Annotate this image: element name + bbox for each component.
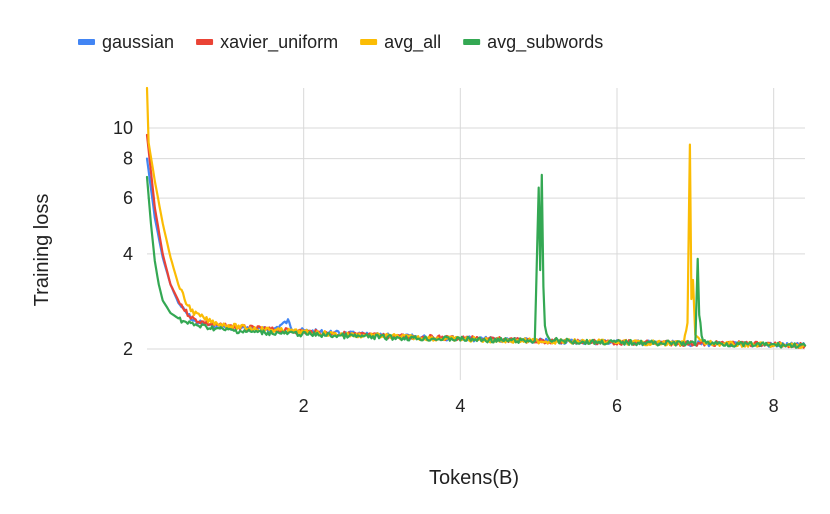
series-line-xavier_uniform — [145, 133, 807, 349]
legend-label: avg_all — [384, 32, 441, 53]
series-layer — [145, 86, 807, 349]
legend-item-gaussian: gaussian — [78, 32, 174, 52]
legend-item-avg_all: avg_all — [360, 32, 441, 53]
x-axis-title: Tokens(B) — [429, 467, 519, 489]
legend-swatch — [463, 39, 481, 45]
series-line-gaussian — [145, 157, 807, 348]
x-tick-label: 8 — [769, 396, 779, 416]
legend-item-avg_subwords: avg_subwords — [463, 32, 603, 53]
y-tick-label: 2 — [123, 339, 133, 359]
x-tick-label: 4 — [455, 396, 465, 416]
legend-label: avg_subwords — [487, 32, 603, 53]
series-line-avg_subwords — [145, 173, 807, 349]
x-tick-label: 2 — [299, 396, 309, 416]
gridlines — [147, 88, 805, 380]
y-tick-label: 4 — [123, 244, 133, 264]
y-axis-title: Training loss — [31, 194, 53, 307]
y-tick-label: 10 — [113, 118, 133, 138]
legend-label: xavier_uniform — [220, 32, 338, 53]
legend-swatch — [196, 39, 214, 45]
series-line-avg_all — [145, 86, 807, 349]
legend-item-xavier_uniform: xavier_uniform — [196, 32, 338, 53]
y-tick-label: 6 — [123, 188, 133, 208]
legend-swatch — [360, 39, 378, 45]
y-tick-label: 8 — [123, 149, 133, 169]
tick-labels: 2 4 6 8 10 2 4 6 8 — [113, 118, 779, 416]
legend: gaussian xavier_uniform avg_all avg_subword… — [78, 32, 603, 53]
legend-label: gaussian — [102, 32, 174, 52]
legend-swatch — [78, 39, 95, 45]
x-tick-label: 6 — [612, 396, 622, 416]
